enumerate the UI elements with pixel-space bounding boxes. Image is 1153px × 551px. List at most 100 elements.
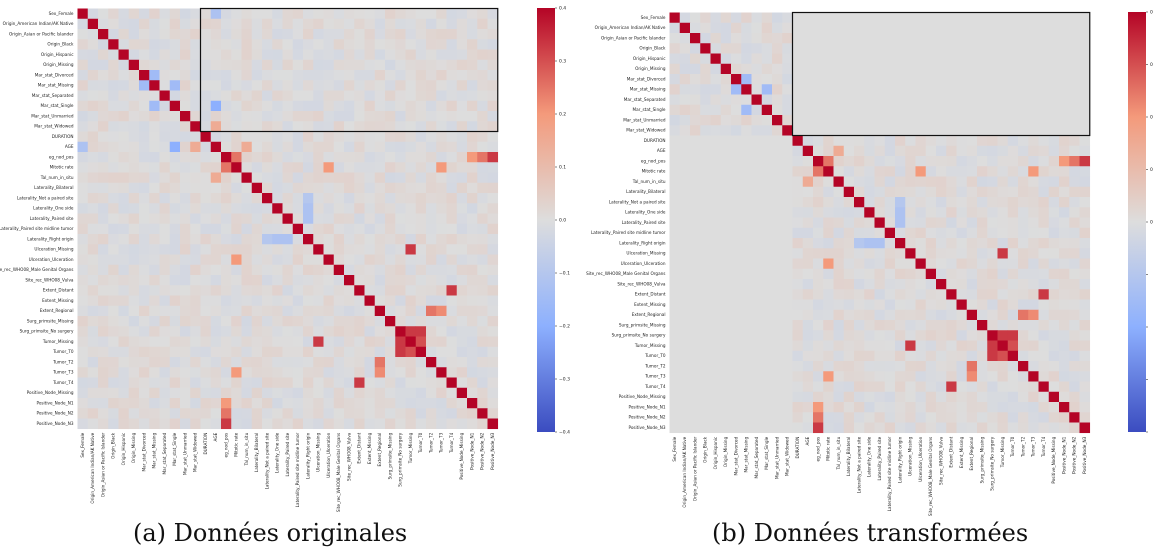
heatmap-cell <box>313 408 324 419</box>
heatmap-cell <box>720 279 732 290</box>
column-tick-label: Mar_stat_Widowed <box>193 432 198 472</box>
heatmap-cell <box>128 398 140 409</box>
column-tick-label: Extent_Regional <box>377 433 382 467</box>
heatmap-cell <box>118 316 130 327</box>
heatmap-cell <box>782 22 793 34</box>
heatmap-cell <box>333 141 345 153</box>
heatmap-cell <box>262 305 273 317</box>
heatmap-cell <box>884 299 896 311</box>
row-tick-label: Tumor_T0 <box>644 353 666 358</box>
heatmap-cell <box>108 275 119 286</box>
heatmap-cell <box>679 422 691 434</box>
heatmap-cell <box>477 90 488 102</box>
heatmap-cell <box>354 203 365 214</box>
heatmap-cell <box>936 330 947 341</box>
heatmap-cell <box>354 100 365 112</box>
heatmap-cell <box>1038 391 1050 403</box>
heatmap-cell <box>772 84 783 95</box>
heatmap-cell <box>772 74 783 85</box>
heatmap-cell <box>118 203 130 214</box>
heatmap-cell <box>782 186 793 198</box>
colorbar-tick-label: 0 <box>1150 220 1153 226</box>
heatmap-cell <box>997 227 1009 239</box>
heatmap-cell <box>710 145 722 157</box>
heatmap-cell <box>436 49 447 61</box>
heatmap-cell <box>1069 156 1080 167</box>
heatmap-cell <box>262 49 273 61</box>
heatmap-cell <box>1038 299 1050 311</box>
heatmap-cell <box>690 186 701 198</box>
heatmap-cell <box>966 104 978 116</box>
heatmap-cell <box>1007 248 1019 259</box>
heatmap-cell <box>1038 197 1050 208</box>
heatmap-cell <box>262 203 273 214</box>
heatmap-cell <box>128 141 140 153</box>
heatmap-cell <box>956 238 968 249</box>
heatmap-cell <box>333 70 345 81</box>
heatmap-cell <box>395 59 406 71</box>
heatmap-cell <box>313 203 324 214</box>
heatmap-cell <box>77 162 89 173</box>
heatmap-cell <box>221 223 232 235</box>
heatmap-cell <box>833 268 845 280</box>
heatmap-cell <box>436 264 447 276</box>
heatmap-cell <box>823 422 834 434</box>
heatmap-cell <box>426 346 437 358</box>
heatmap-cell <box>323 49 335 61</box>
heatmap-cell <box>313 59 324 71</box>
heatmap-cell <box>313 398 324 409</box>
heatmap-cell <box>741 412 752 423</box>
heatmap-cell <box>669 289 681 300</box>
heatmap-cell <box>415 285 427 296</box>
heatmap-cell <box>669 33 681 44</box>
heatmap-cell <box>221 141 232 153</box>
heatmap-cell <box>679 22 691 34</box>
heatmap-cell <box>169 162 181 173</box>
heatmap-cell <box>741 238 752 249</box>
column-tick-label: Origin_Asian or Pacific Islander <box>692 436 697 501</box>
heatmap-cell <box>436 254 447 266</box>
heatmap-cell <box>977 248 988 259</box>
heatmap-cell <box>792 361 804 372</box>
heatmap-cell <box>720 145 732 157</box>
heatmap-cell <box>1028 227 1039 239</box>
heatmap-cell <box>1007 371 1019 382</box>
heatmap-cell <box>128 193 140 204</box>
heatmap-cell <box>118 49 130 61</box>
row-tick-label: Surg_primsite_Missing <box>619 322 666 327</box>
heatmap-cell <box>405 121 417 132</box>
heatmap-cell <box>405 275 417 286</box>
heatmap-cell <box>905 238 916 249</box>
heatmap-cell <box>180 182 191 194</box>
heatmap-cell <box>1018 279 1029 290</box>
heatmap-cell <box>190 295 201 307</box>
heatmap-cell <box>190 80 201 91</box>
heatmap-cell <box>374 172 386 184</box>
heatmap-cell <box>966 412 978 423</box>
heatmap-cell <box>956 361 968 372</box>
heatmap-cell <box>487 346 499 358</box>
heatmap-cell <box>690 381 701 393</box>
heatmap-cell <box>823 186 834 198</box>
heatmap-cell <box>221 80 232 91</box>
heatmap-cell <box>1048 63 1060 75</box>
heatmap-cell <box>854 186 865 198</box>
heatmap-cell <box>741 63 752 75</box>
heatmap-cell <box>128 254 140 266</box>
heatmap-cell <box>854 289 865 300</box>
heatmap-cell <box>446 90 458 102</box>
colorbar-tick-label: −0.4 <box>559 430 570 436</box>
heatmap-cell <box>669 186 681 198</box>
heatmap-cell <box>1079 12 1091 24</box>
heatmap-cell <box>843 299 855 311</box>
heatmap-cell <box>426 418 437 430</box>
heatmap-cell <box>997 238 1009 249</box>
heatmap-cell <box>323 336 335 348</box>
heatmap-cell <box>169 111 181 122</box>
heatmap-cell <box>751 115 763 126</box>
heatmap-cell <box>710 166 722 177</box>
heatmap-cell <box>456 213 468 225</box>
heatmap-cell <box>772 156 783 167</box>
heatmap-cell <box>854 53 865 65</box>
heatmap-cell <box>231 193 242 204</box>
